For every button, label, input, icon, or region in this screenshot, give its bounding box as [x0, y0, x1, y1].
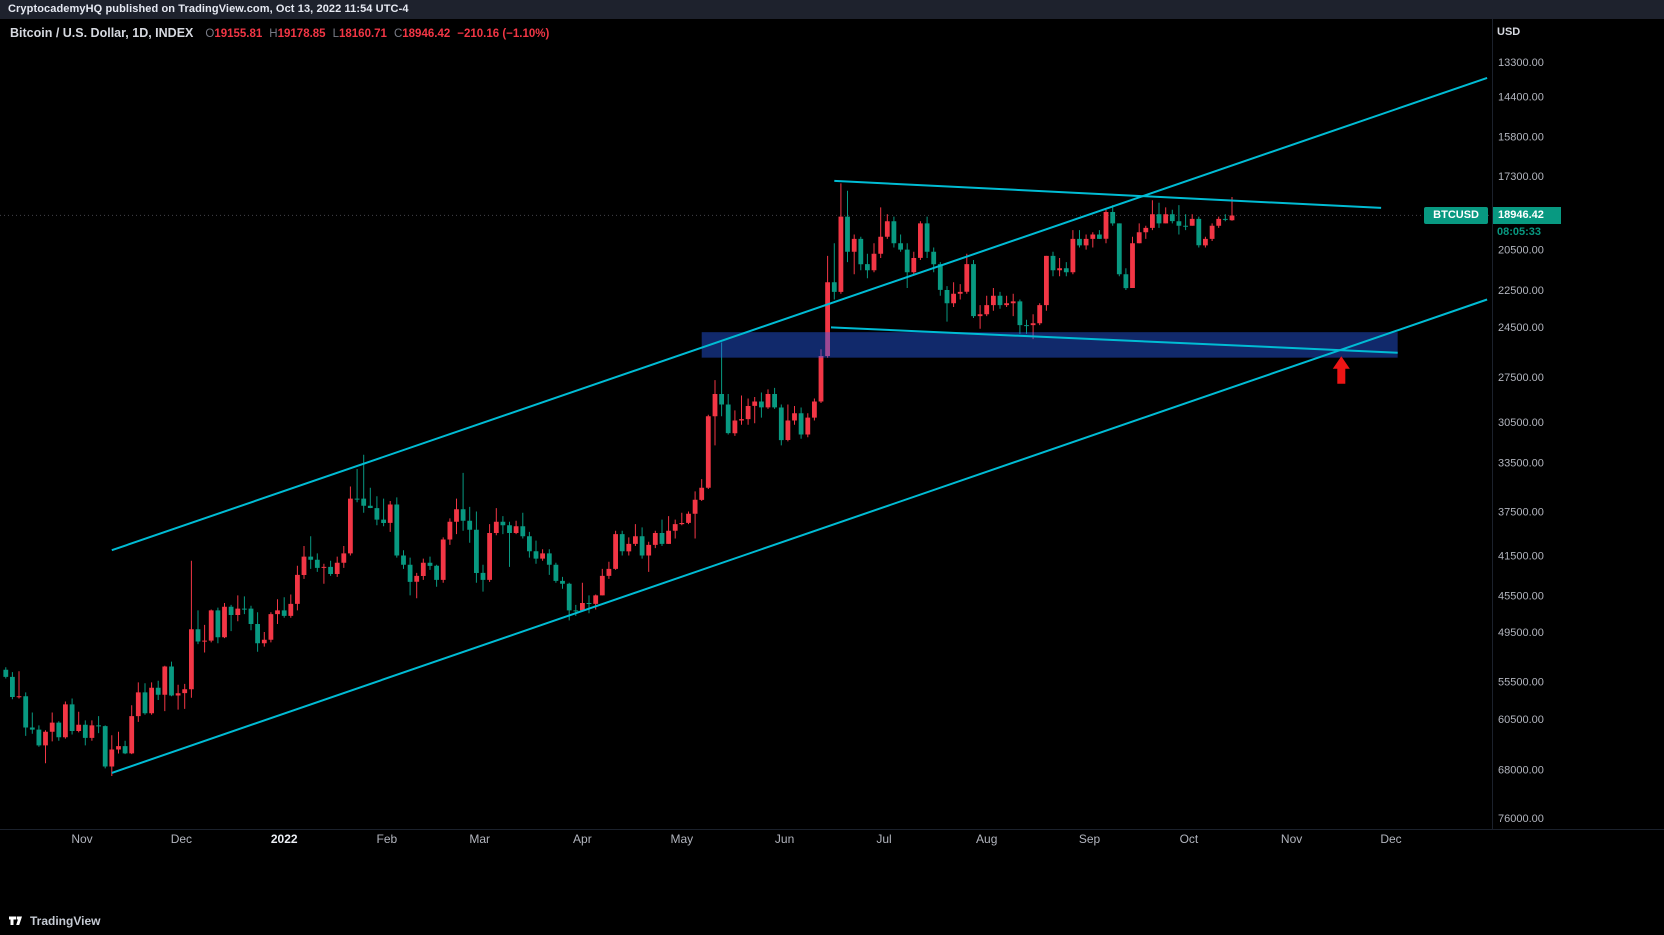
time-tick-label: Sep — [1079, 832, 1101, 846]
trendline-rising-channel-top — [111, 76, 1488, 552]
price-tick-label: 45500.00 — [1498, 590, 1544, 602]
price-tick-label: 76000.00 — [1498, 813, 1544, 825]
price-tick-label: 24500.00 — [1498, 322, 1544, 334]
ohlc-open-label: O — [205, 28, 215, 40]
ohlc-open-value: 19155.81 — [214, 28, 263, 40]
time-tick-label: Jun — [775, 832, 794, 846]
symbol-title[interactable]: Bitcoin / U.S. Dollar, 1D, INDEX — [10, 26, 194, 40]
time-scale[interactable]: Nov Dec 2022 Feb Mar Apr May Jun Jul Aug Sep Oct Nov… — [71, 832, 1401, 846]
ohlc-low-value: 18160.71 — [338, 28, 387, 40]
trendline-lows-resistance — [834, 179, 1382, 209]
time-tick-label: Dec — [171, 832, 192, 846]
ohlc-open: O19155.81 — [205, 28, 262, 40]
ohlc-high-label: H — [269, 28, 278, 40]
ohlc-low: L18160.71 — [333, 28, 387, 40]
price-tick-label: 14400.00 — [1498, 91, 1544, 103]
price-tick-label: 15800.00 — [1498, 132, 1544, 144]
time-tick-label: Mar — [469, 832, 490, 846]
support-zone-rectangle — [701, 332, 1398, 358]
trendline-zone-resistance — [830, 326, 1398, 354]
price-tick-label: 55500.00 — [1498, 677, 1544, 689]
tradingview-brand-text: TradingView — [30, 913, 101, 928]
price-tick-label: 33500.00 — [1498, 458, 1544, 470]
price-tick-label: 22500.00 — [1498, 285, 1544, 297]
attribution-text: CryptocademyHQ published on TradingView.… — [8, 3, 409, 15]
ohlc-high-value: 19178.85 — [277, 28, 326, 40]
price-tick-label: 41500.00 — [1498, 551, 1544, 563]
ohlc-close-label: C — [393, 28, 403, 40]
down-candle-bodies — [16, 212, 1235, 767]
price-tick-label: 60500.00 — [1498, 714, 1544, 726]
price-tick-label: 37500.00 — [1498, 507, 1544, 519]
time-tick-label: Feb — [377, 832, 398, 846]
price-tick-label: 30500.00 — [1498, 417, 1544, 429]
time-tick-label: Nov — [71, 832, 92, 846]
tradingview-logo-icon — [9, 916, 22, 925]
symbol-badge: BTCUSD — [1424, 207, 1488, 224]
red-up-arrow — [1332, 356, 1350, 384]
trendline-rising-channel-bottom — [111, 298, 1488, 774]
time-tick-label: Aug — [976, 832, 997, 846]
time-tick-label: Apr — [573, 832, 592, 846]
time-tick-label: Dec — [1380, 832, 1401, 846]
price-scale-currency: USD — [1497, 26, 1521, 38]
price-tick-label: 20500.00 — [1498, 245, 1544, 257]
price-tick-label: 68000.00 — [1498, 765, 1544, 777]
price-tick-label: 27500.00 — [1498, 372, 1544, 384]
ohlc-change: −210.16 (−1.10%) — [457, 28, 550, 40]
price-tick-label: 13300.00 — [1498, 57, 1544, 69]
price-scale[interactable]: 13300.00 14400.00 15800.00 17300.00 20500.00… — [1498, 57, 1544, 825]
symbol-legend: Bitcoin / U.S. Dollar, 1D, INDEX O19155.… — [10, 26, 549, 40]
time-tick-label: May — [670, 832, 693, 846]
down-candle-wicks — [18, 183, 1233, 776]
attribution-bar: CryptocademyHQ published on TradingView.… — [0, 0, 1664, 19]
time-tick-label: Jul — [876, 832, 891, 846]
price-tick-label: 17300.00 — [1498, 171, 1544, 183]
ohlc-close-value: 18946.42 — [402, 28, 451, 40]
time-tick-label: Oct — [1180, 832, 1199, 846]
up-candle-wicks — [5, 190, 1226, 769]
ohlc-low-label: L — [332, 28, 339, 40]
bar-close-countdown: 08:05:33 — [1497, 226, 1542, 238]
price-tick-label: 49500.00 — [1498, 627, 1544, 639]
time-tick-label: Nov — [1281, 832, 1302, 846]
last-price-label: 18946.42 — [1493, 207, 1561, 224]
ohlc-close: C18946.42 — [394, 28, 450, 40]
ohlc-high: H19178.85 — [269, 28, 325, 40]
tradingview-footer-link[interactable]: TradingView — [8, 913, 100, 928]
time-tick-label: 2022 — [271, 832, 298, 846]
